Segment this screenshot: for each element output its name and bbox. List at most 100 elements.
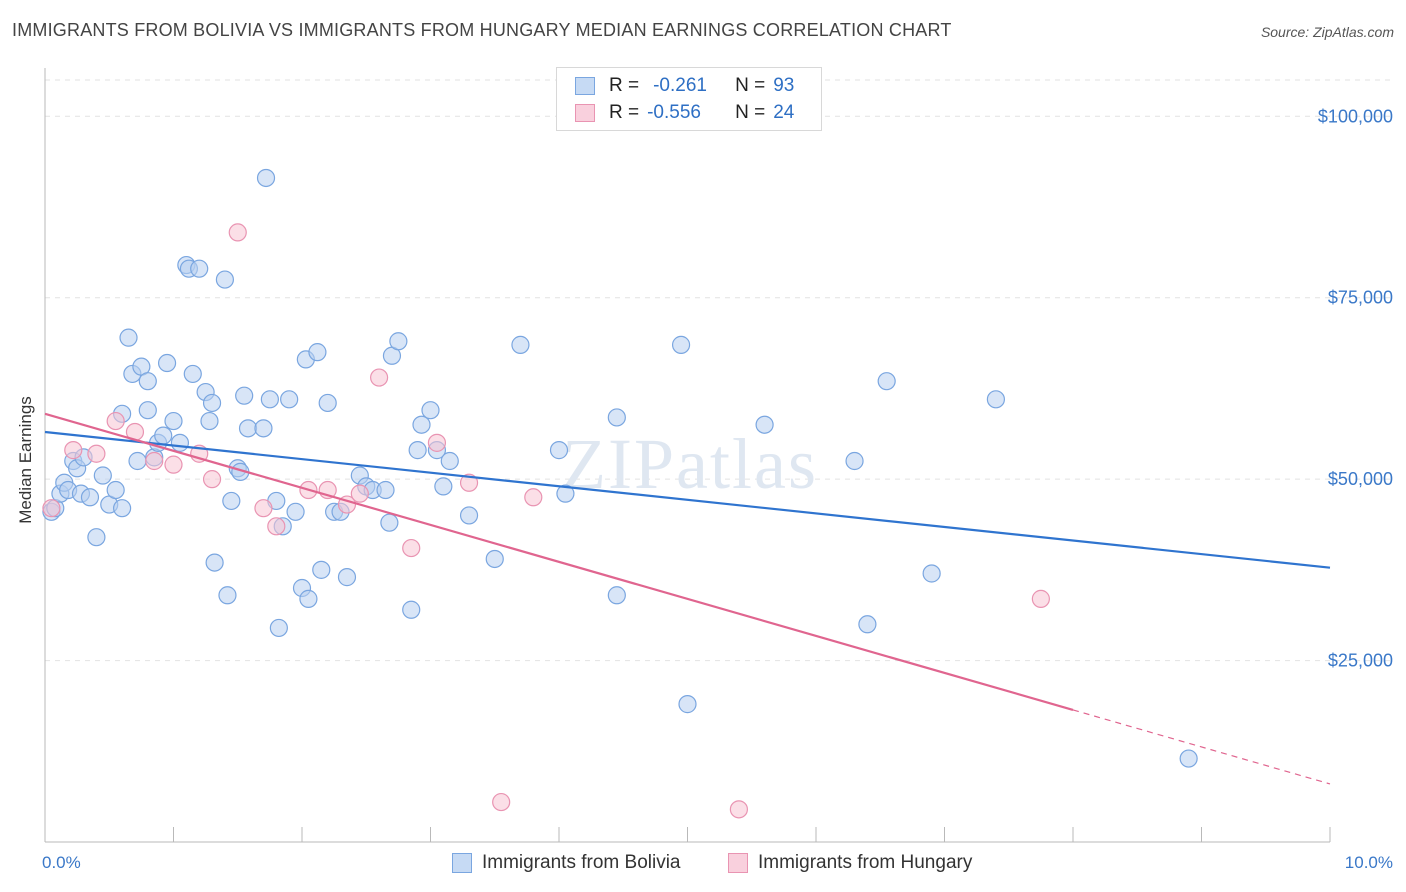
bolivia-point — [440, 451, 459, 471]
legend-n-value-hungary: 24 — [773, 102, 795, 123]
legend-r-value-hungary: -0.556 — [647, 102, 701, 123]
hungary-point — [106, 411, 125, 431]
bolivia-point — [128, 451, 147, 471]
bolivia-point — [986, 390, 1006, 409]
y-axis-label: Median Earnings — [16, 396, 35, 524]
hungary-point — [145, 451, 164, 471]
bolivia-point — [256, 168, 276, 188]
bolivia-point — [106, 480, 125, 500]
bolivia-point — [119, 328, 138, 347]
y-tick-label: $25,000 — [1328, 651, 1393, 671]
bolivia-point — [157, 353, 177, 373]
bolivia-point — [183, 364, 202, 384]
hungary-point — [164, 455, 183, 474]
bolivia-point — [511, 335, 530, 354]
bolivia-point — [138, 401, 157, 420]
bolivia-point — [408, 441, 427, 460]
hungary-point — [402, 538, 421, 558]
bolivia-point — [164, 411, 183, 431]
hungary-point — [202, 470, 222, 489]
bolivia-point — [607, 408, 626, 427]
bolivia-point — [286, 502, 305, 521]
legend-row-bolivia: R = -0.261 N = 93 — [575, 74, 794, 98]
hungary-point — [42, 499, 61, 518]
legend-r-label: R = — [609, 102, 640, 123]
bolivia-point — [254, 419, 273, 438]
bolivia-point — [376, 480, 395, 500]
bolivia-point — [549, 441, 569, 460]
bolivia-point — [260, 390, 279, 409]
bolivia-point — [337, 568, 357, 587]
bolivia-point — [485, 549, 504, 569]
bolivia-point — [112, 499, 132, 518]
hungary-point — [1031, 589, 1050, 608]
hungary-point — [64, 441, 83, 460]
bolivia-point — [200, 411, 219, 431]
bolivia-point — [459, 506, 479, 525]
chart-title: IMMIGRANTS FROM BOLIVIA VS IMMIGRANTS FR… — [12, 20, 952, 40]
bolivia-point — [922, 564, 941, 583]
bottom-legend-label-hungary: Immigrants from Hungary — [758, 852, 973, 873]
bolivia-point — [318, 393, 337, 413]
hungary-point — [267, 517, 286, 536]
hungary-point — [87, 444, 106, 463]
legend-r-value-bolivia: -0.261 — [653, 75, 707, 96]
bolivia-point — [412, 415, 431, 434]
watermark: ZIPatlas — [562, 424, 818, 504]
legend-n-label: N = — [735, 75, 766, 96]
bolivia-point — [87, 528, 106, 547]
bottom-legend-bolivia: Immigrants from Bolivia — [452, 852, 681, 874]
bolivia-point — [93, 466, 112, 485]
bolivia-point — [421, 401, 440, 420]
series-points — [42, 168, 1198, 819]
bolivia-point — [845, 451, 864, 471]
bolivia-point — [218, 586, 237, 605]
legend-n-value-bolivia: 93 — [773, 75, 795, 96]
bolivia-point — [308, 343, 327, 362]
y-tick-label: $100,000 — [1318, 106, 1393, 126]
gridlines — [45, 79, 1392, 662]
legend-swatch-hungary — [575, 104, 595, 122]
bolivia-point — [280, 390, 299, 409]
bolivia-point — [755, 415, 774, 434]
bolivia-point — [299, 589, 318, 608]
bolivia-point — [312, 560, 331, 579]
bolivia-point — [170, 433, 190, 452]
axes — [44, 68, 1331, 843]
bolivia-point — [380, 513, 399, 532]
bottom-legend-hungary: Immigrants from Hungary — [728, 852, 972, 874]
bolivia-point — [269, 618, 288, 638]
hungary-trendline-extension — [1072, 709, 1331, 785]
legend-n-label: N = — [735, 102, 766, 123]
legend-r-label: R = — [609, 75, 640, 96]
bottom-legend-swatch-hungary — [728, 853, 748, 873]
bolivia-point — [434, 477, 453, 496]
hungary-point — [427, 433, 447, 452]
bolivia-point — [138, 372, 157, 391]
bolivia-point — [678, 695, 697, 714]
x-tick-label-max: 10.0% — [1345, 853, 1393, 872]
bolivia-point — [556, 484, 575, 503]
bolivia-point — [877, 372, 896, 391]
y-tick-labels: $25,000 $50,000 $75,000 $100,000 — [1318, 106, 1393, 670]
source-attribution: Source: ZipAtlas.com — [1260, 24, 1394, 40]
bolivia-point — [607, 586, 626, 605]
hungary-trendline — [44, 412, 1074, 711]
bolivia-point — [80, 488, 100, 507]
hungary-point — [459, 473, 479, 492]
bolivia-point — [858, 615, 877, 634]
bolivia-point — [238, 419, 258, 438]
bolivia-point — [671, 335, 691, 354]
bolivia-point — [222, 491, 241, 511]
bolivia-point — [1179, 749, 1198, 768]
legend-swatch-bolivia — [575, 77, 595, 95]
bolivia-point — [202, 393, 222, 413]
hungary-point — [729, 800, 749, 819]
hungary-point — [370, 368, 389, 387]
hungary-point — [254, 499, 273, 518]
hungary-point — [228, 223, 247, 242]
bolivia-point — [154, 426, 173, 445]
stats-legend: R = -0.261 N = 93 R = -0.556 N = 24 — [556, 67, 822, 131]
y-tick-label: $50,000 — [1328, 469, 1393, 489]
